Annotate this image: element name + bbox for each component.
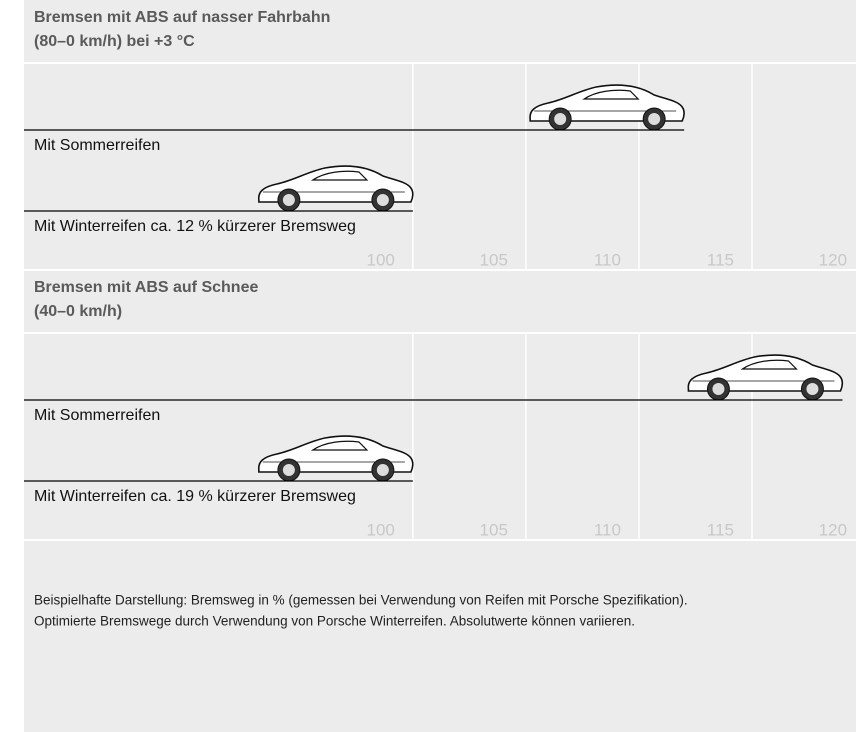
- x-tick-label: 115: [707, 250, 734, 269]
- footnote: Optimierte Bremswege durch Verwendung vo…: [34, 614, 635, 629]
- category-label: Mit Sommerreifen: [34, 137, 160, 154]
- category-label: Mit Winterreifen ca. 19 % kürzerer Brems…: [34, 488, 356, 505]
- x-tick-label: 115: [707, 520, 734, 539]
- x-tick-label: 105: [480, 250, 508, 269]
- chart-subtitle: (80–0 km/h) bei +3 °C: [34, 33, 195, 50]
- category-label: Mit Winterreifen ca. 12 % kürzerer Brems…: [34, 218, 356, 235]
- chart-subtitle: (40–0 km/h): [34, 303, 122, 320]
- chart-title: Bremsen mit ABS auf Schnee: [34, 279, 258, 296]
- x-tick-label: 105: [480, 520, 508, 539]
- x-tick-label: 120: [819, 250, 847, 269]
- category-label: Mit Sommerreifen: [34, 407, 160, 424]
- chart: Beispielhafte Darstellung: Bremsweg in %…: [0, 0, 856, 732]
- x-tick-label: 110: [594, 520, 621, 539]
- footnote: Beispielhafte Darstellung: Bremsweg in %…: [34, 593, 688, 608]
- x-tick-label: 110: [594, 250, 621, 269]
- x-tick-label: 100: [366, 250, 394, 269]
- chart-title: Bremsen mit ABS auf nasser Fahrbahn: [34, 9, 330, 26]
- x-tick-label: 120: [819, 520, 847, 539]
- x-tick-label: 100: [366, 520, 394, 539]
